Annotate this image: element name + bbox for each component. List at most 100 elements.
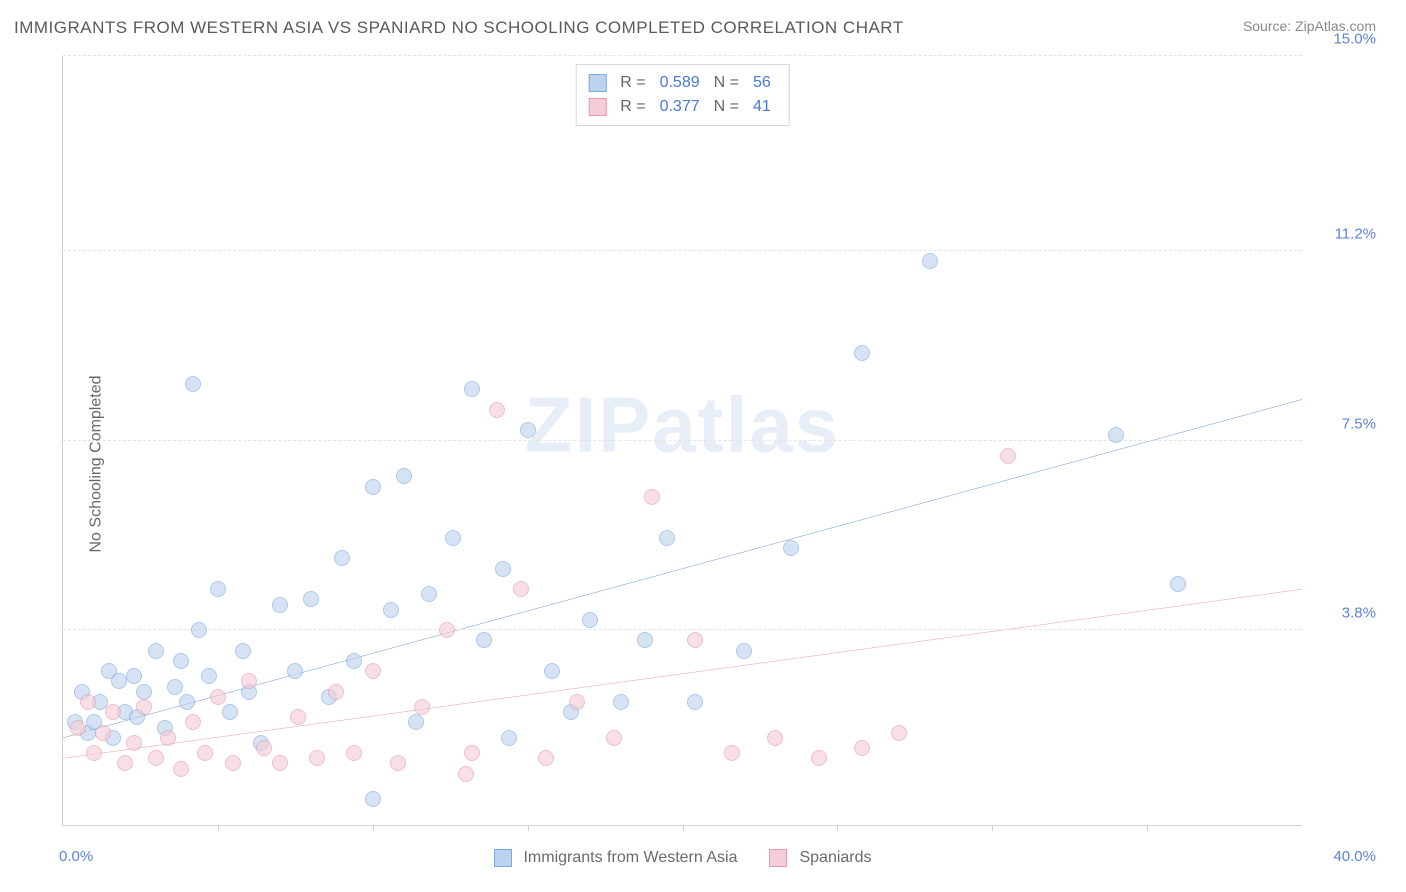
stat-n-value-1: 56: [753, 71, 771, 95]
data-point: [185, 714, 201, 730]
watermark-zip: ZIP: [525, 381, 652, 469]
legend-item-series2: Spaniards: [769, 849, 871, 867]
y-tick-label: 3.8%: [1342, 605, 1376, 622]
y-tick-label: 7.5%: [1342, 415, 1376, 432]
swatch-series2: [588, 98, 606, 116]
legend-label-1: Immigrants from Western Asia: [523, 849, 737, 867]
gridline-h: [63, 55, 1302, 56]
data-point: [167, 679, 183, 695]
data-point: [1000, 448, 1016, 464]
data-point: [148, 750, 164, 766]
data-point: [687, 694, 703, 710]
watermark: ZIPatlas: [525, 380, 840, 471]
data-point: [854, 740, 870, 756]
data-point: [544, 663, 560, 679]
data-point: [225, 755, 241, 771]
stat-r-label: R =: [620, 95, 645, 119]
legend-label-2: Spaniards: [799, 849, 871, 867]
data-point: [197, 745, 213, 761]
stats-row-series2: R = 0.377 N = 41: [588, 95, 775, 119]
data-point: [136, 699, 152, 715]
x-tick: [528, 825, 529, 831]
data-point: [659, 530, 675, 546]
x-min-label: 0.0%: [59, 848, 93, 865]
data-point: [464, 745, 480, 761]
y-tick-label: 11.2%: [1335, 225, 1376, 242]
legend-swatch-2: [769, 849, 787, 867]
data-point: [637, 632, 653, 648]
data-point: [1170, 576, 1186, 592]
y-tick-label: 15.0%: [1333, 31, 1376, 48]
data-point: [235, 643, 251, 659]
data-point: [105, 704, 121, 720]
data-point: [86, 745, 102, 761]
data-point: [767, 730, 783, 746]
data-point: [346, 745, 362, 761]
data-point: [365, 479, 381, 495]
data-point: [613, 694, 629, 710]
data-point: [191, 622, 207, 638]
stat-n-label: N =: [714, 95, 739, 119]
data-point: [256, 740, 272, 756]
data-point: [222, 704, 238, 720]
chart-container: No Schooling Completed ZIPatlas R = 0.58…: [14, 50, 1392, 878]
data-point: [891, 725, 907, 741]
legend-item-series1: Immigrants from Western Asia: [493, 849, 737, 867]
data-point: [160, 730, 176, 746]
gridline-h: [63, 629, 1302, 630]
data-point: [922, 253, 938, 269]
data-point: [724, 745, 740, 761]
data-point: [414, 699, 430, 715]
plot-area: ZIPatlas R = 0.589 N = 56 R = 0.377 N = …: [62, 56, 1302, 826]
stats-legend-box: R = 0.589 N = 56 R = 0.377 N = 41: [575, 64, 790, 126]
data-point: [272, 755, 288, 771]
data-point: [117, 755, 133, 771]
data-point: [644, 489, 660, 505]
data-point: [126, 668, 142, 684]
data-point: [396, 468, 412, 484]
data-point: [390, 755, 406, 771]
data-point: [173, 653, 189, 669]
data-point: [346, 653, 362, 669]
data-point: [476, 632, 492, 648]
x-tick: [837, 825, 838, 831]
stat-r-value-1: 0.589: [660, 71, 700, 95]
x-tick: [1147, 825, 1148, 831]
data-point: [421, 586, 437, 602]
data-point: [501, 730, 517, 746]
chart-title: IMMIGRANTS FROM WESTERN ASIA VS SPANIARD…: [14, 18, 904, 38]
data-point: [290, 709, 306, 725]
stat-n-label: N =: [714, 71, 739, 95]
data-point: [287, 663, 303, 679]
data-point: [458, 766, 474, 782]
x-max-label: 40.0%: [1333, 848, 1376, 865]
x-tick: [992, 825, 993, 831]
data-point: [408, 714, 424, 730]
stat-r-value-2: 0.377: [660, 95, 700, 119]
data-point: [201, 668, 217, 684]
data-point: [185, 376, 201, 392]
data-point: [495, 561, 511, 577]
data-point: [383, 602, 399, 618]
data-point: [303, 591, 319, 607]
data-point: [136, 684, 152, 700]
data-point: [445, 530, 461, 546]
data-point: [439, 622, 455, 638]
data-point: [309, 750, 325, 766]
data-point: [489, 402, 505, 418]
data-point: [95, 725, 111, 741]
data-point: [70, 720, 86, 736]
stat-r-label: R =: [620, 71, 645, 95]
data-point: [173, 761, 189, 777]
data-point: [241, 673, 257, 689]
data-point: [148, 643, 164, 659]
data-point: [179, 694, 195, 710]
stat-n-value-2: 41: [753, 95, 771, 119]
data-point: [334, 550, 350, 566]
data-point: [736, 643, 752, 659]
data-point: [538, 750, 554, 766]
x-tick: [373, 825, 374, 831]
data-point: [687, 632, 703, 648]
x-tick: [683, 825, 684, 831]
data-point: [520, 422, 536, 438]
